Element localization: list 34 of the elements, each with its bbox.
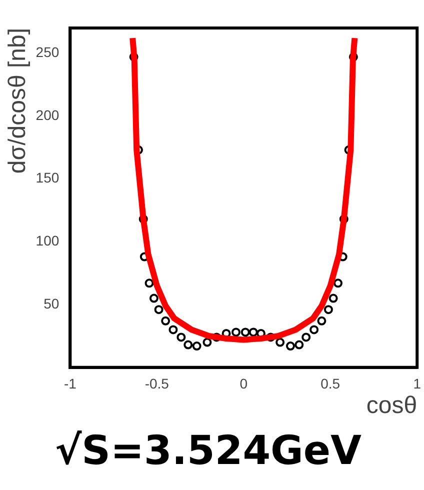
point bbox=[240, 328, 250, 337]
x-axis-title: cosθ bbox=[366, 392, 418, 420]
y-tick-label: 50 bbox=[44, 295, 60, 312]
x-tick-label: -1 bbox=[64, 376, 77, 392]
y-tick-label: 250 bbox=[36, 44, 60, 60]
point bbox=[176, 332, 186, 342]
point bbox=[286, 342, 295, 351]
point bbox=[202, 338, 212, 347]
point bbox=[144, 278, 154, 288]
y-tick-label: 150 bbox=[36, 170, 60, 186]
x-tick-label: 1 bbox=[413, 376, 422, 392]
point bbox=[161, 316, 170, 326]
y-axis-title: dσ/dcosθ [nb] bbox=[4, 28, 32, 174]
point bbox=[184, 340, 193, 350]
point bbox=[276, 338, 285, 347]
x-tick-label: 0.5 bbox=[320, 376, 340, 392]
point bbox=[232, 328, 240, 337]
x-tick-label: -0.5 bbox=[144, 376, 170, 392]
point bbox=[324, 305, 333, 314]
point bbox=[317, 316, 326, 326]
text: √S=3.524GeV bbox=[55, 428, 362, 474]
point bbox=[310, 325, 319, 334]
point bbox=[154, 305, 164, 314]
y-tick-label: 100 bbox=[36, 232, 60, 249]
point bbox=[294, 340, 304, 350]
y-tick-label: 200 bbox=[36, 106, 60, 123]
point bbox=[302, 332, 311, 342]
point bbox=[334, 278, 343, 288]
point bbox=[192, 342, 202, 351]
point bbox=[168, 325, 178, 334]
point bbox=[149, 294, 158, 303]
x-tick-label: 0 bbox=[240, 376, 248, 392]
point bbox=[328, 294, 338, 303]
point bbox=[248, 328, 258, 337]
